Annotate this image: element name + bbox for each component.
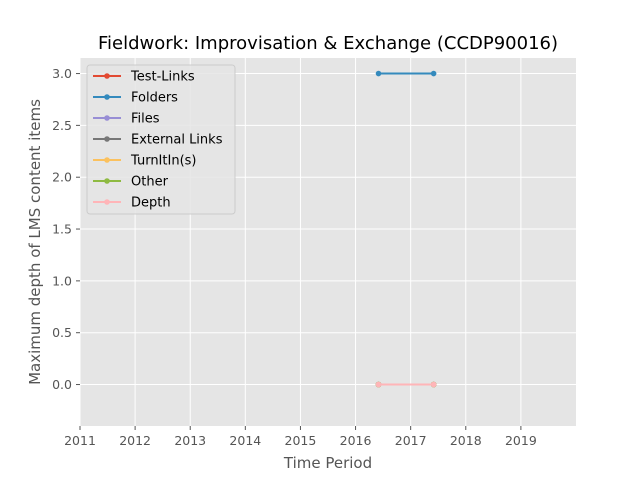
x-tick-label: 2019 [505, 433, 537, 448]
legend-label: Other [131, 175, 169, 190]
axes: 2011 2012 2013 2014 2015 2016 2017 2018 2019 0.0 0… [52, 66, 537, 448]
legend-item: Depth [93, 196, 171, 211]
series-depth [375, 381, 437, 388]
y-tick-label: 2.0 [52, 170, 72, 185]
data-point [375, 70, 382, 77]
legend-label: TurnItIn(s) [130, 154, 196, 169]
legend-item: External Links [93, 133, 223, 148]
legend-item: Folders [93, 91, 178, 106]
legend-item: Files [93, 112, 160, 127]
x-tick-label: 2013 [174, 433, 206, 448]
legend-marker [104, 115, 110, 121]
data-point [375, 381, 382, 388]
x-tick-label: 2011 [64, 433, 96, 448]
legend-label: Test-Links [130, 70, 195, 85]
x-tick-label: 2017 [395, 433, 427, 448]
y-tick-label: 2.5 [52, 118, 72, 133]
legend: Test-Links Folders Files External Links Turn… [86, 64, 236, 215]
legend-label: External Links [131, 133, 223, 148]
x-tick-label: 2015 [285, 433, 317, 448]
legend-marker [104, 136, 110, 142]
x-tick-label: 2018 [450, 433, 482, 448]
legend-item: TurnItIn(s) [93, 154, 196, 169]
chart-title: Fieldwork: Improvisation & Exchange (CCD… [98, 33, 558, 54]
legend-marker [104, 199, 110, 205]
legend-item: Other [93, 175, 169, 190]
x-axis-label: Time Period [283, 454, 372, 472]
y-tick-label: 0.5 [52, 325, 72, 340]
legend-label: Depth [131, 196, 171, 211]
y-tick-label: 0.0 [52, 377, 72, 392]
y-tick-label: 3.0 [52, 66, 72, 81]
legend-marker [104, 94, 110, 100]
y-axis-label: Maximum depth of LMS content items [26, 99, 44, 385]
x-tick-label: 2012 [119, 433, 151, 448]
legend-marker [104, 178, 110, 184]
x-tick-label: 2016 [340, 433, 372, 448]
legend-item: Test-Links [93, 70, 195, 85]
series-folders [375, 70, 437, 77]
data-point [430, 70, 437, 77]
legend-marker [104, 73, 110, 79]
series-layer [375, 70, 437, 388]
y-tick-label: 1.5 [52, 222, 72, 237]
x-tick-label: 2014 [229, 433, 261, 448]
legend-label: Files [131, 112, 160, 127]
legend-label: Folders [131, 91, 178, 106]
data-point [430, 381, 437, 388]
legend-box [86, 64, 236, 215]
y-tick-label: 1.0 [52, 273, 72, 288]
legend-marker [104, 157, 110, 163]
